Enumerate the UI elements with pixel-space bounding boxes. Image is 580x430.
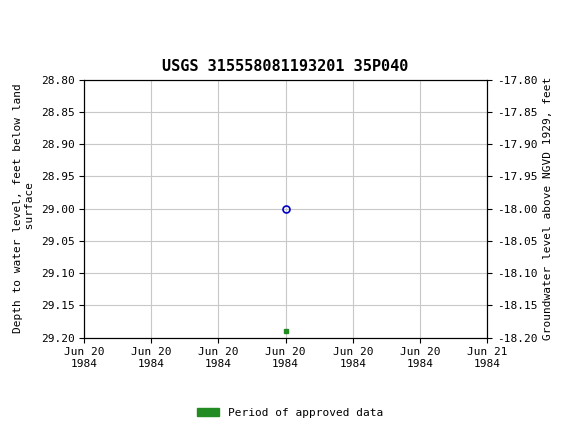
Legend: Period of approved data: Period of approved data bbox=[193, 403, 387, 422]
Y-axis label: Groundwater level above NGVD 1929, feet: Groundwater level above NGVD 1929, feet bbox=[543, 77, 553, 340]
Y-axis label: Depth to water level, feet below land
 surface: Depth to water level, feet below land su… bbox=[13, 84, 35, 333]
Title: USGS 315558081193201 35P040: USGS 315558081193201 35P040 bbox=[162, 59, 409, 74]
Text: ▒USGS: ▒USGS bbox=[7, 10, 61, 31]
